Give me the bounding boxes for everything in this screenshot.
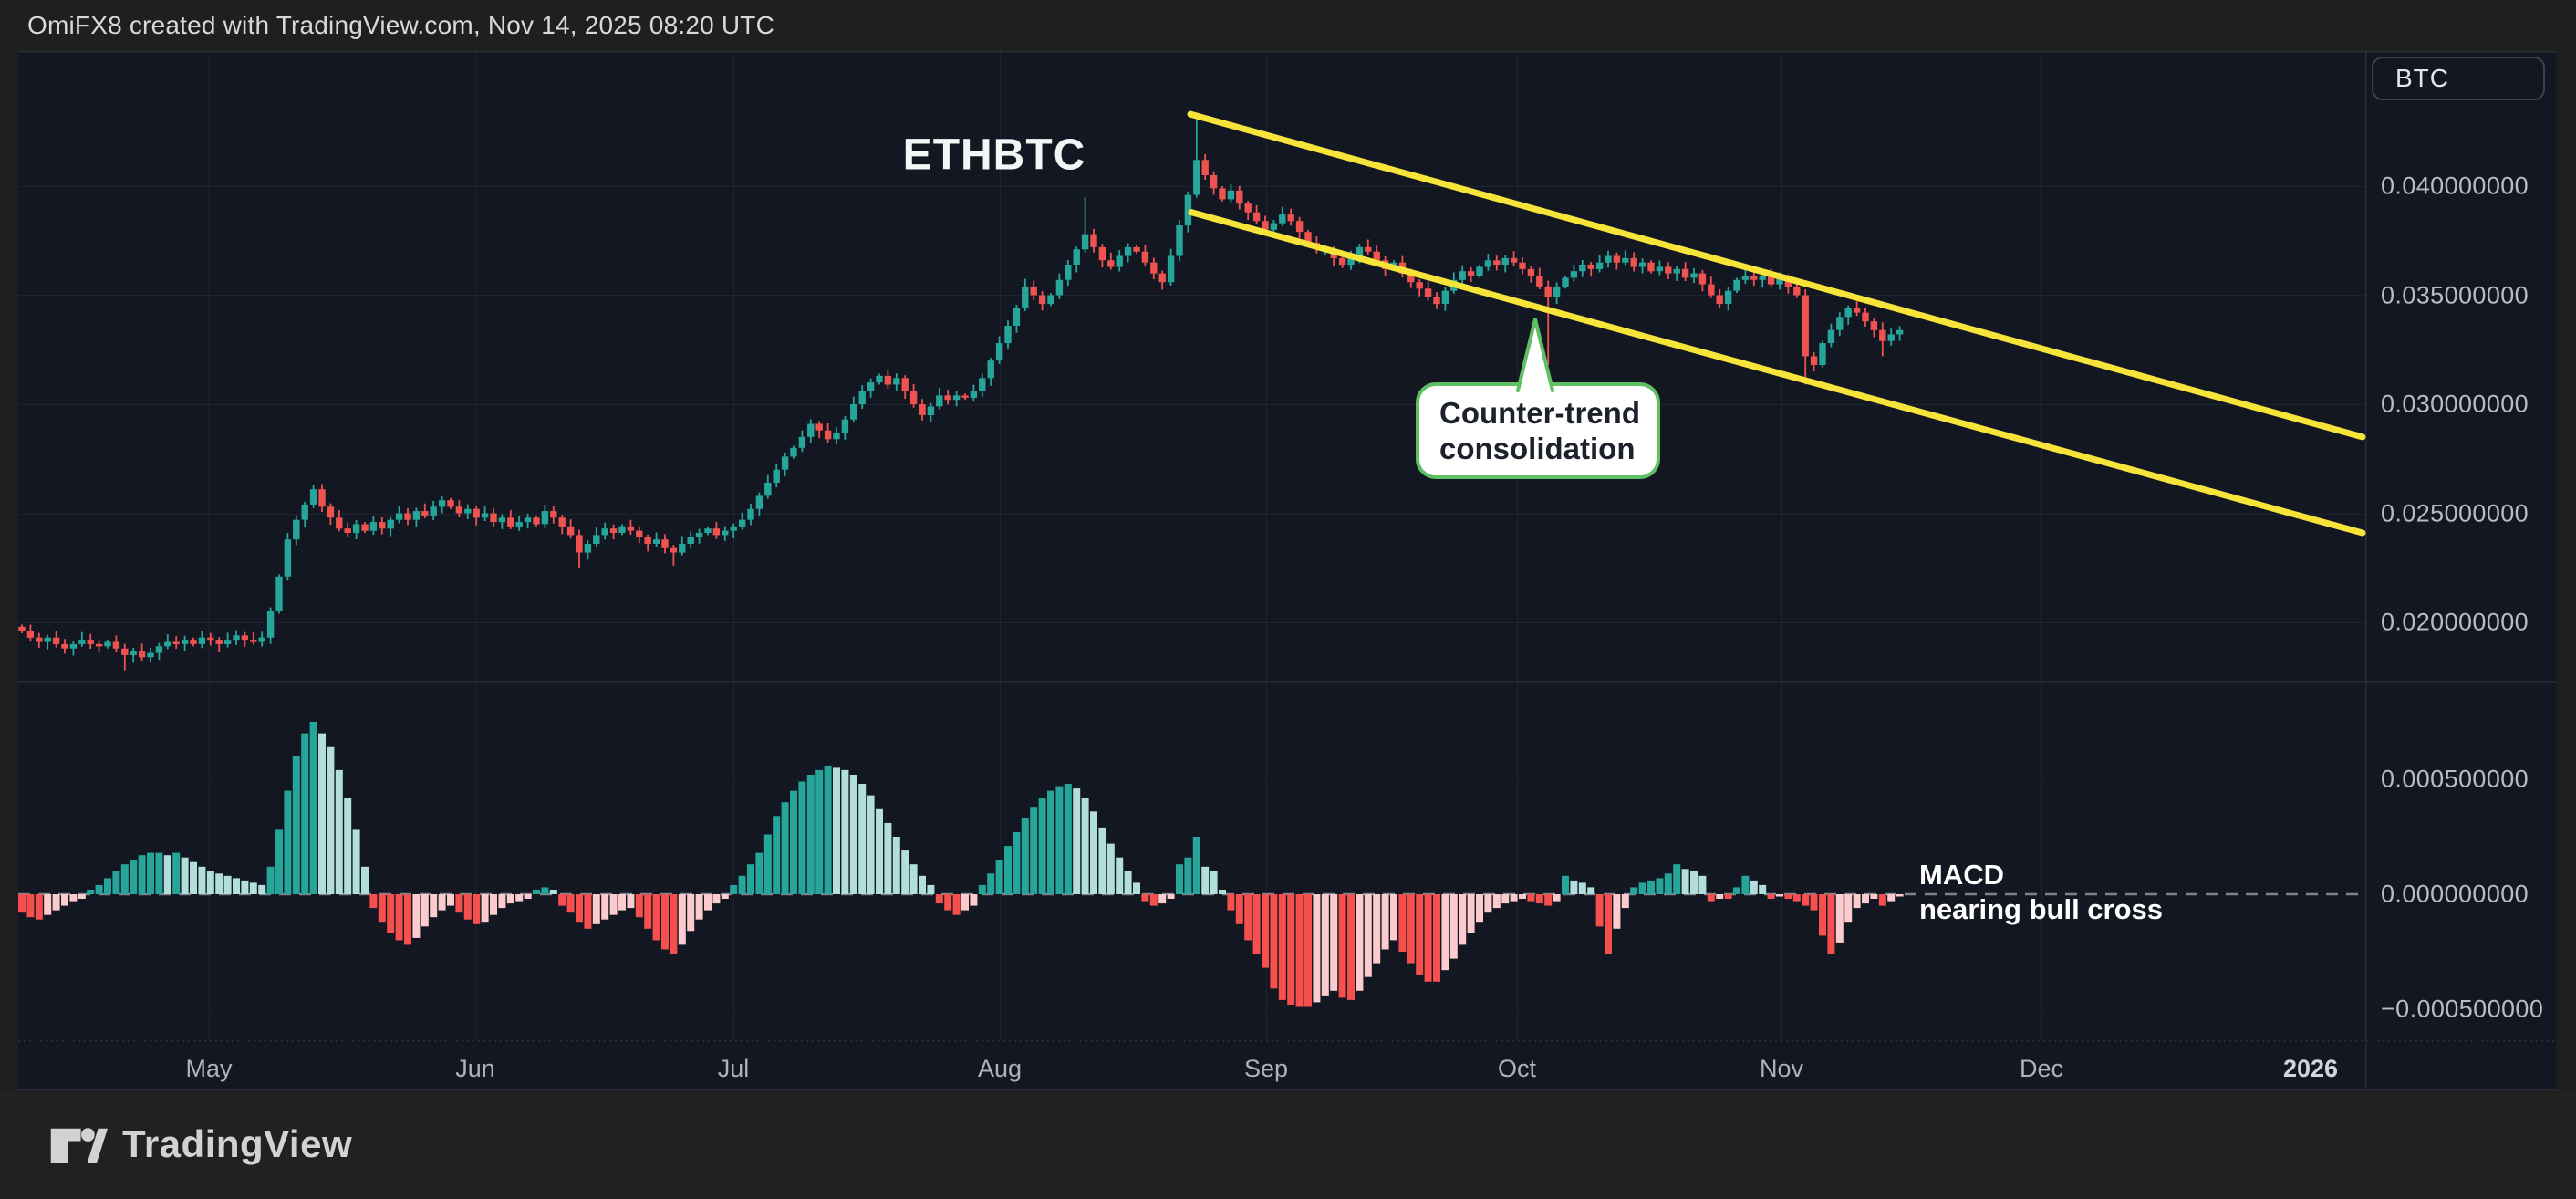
tradingview-logo-icon <box>50 1128 108 1163</box>
pane-borders <box>18 51 2556 1090</box>
callout-annotation[interactable]: Counter-trend consolidation <box>1416 382 1660 479</box>
chart-canvas[interactable] <box>18 51 2556 1090</box>
trend-channel[interactable] <box>1187 110 2366 537</box>
attribution-text: OmiFX8 created with TradingView.com, Nov… <box>27 11 775 39</box>
tradingview-brand[interactable]: TradingView <box>0 1121 352 1168</box>
macd-histogram <box>18 722 1904 1007</box>
tradingview-wordmark: TradingView <box>122 1122 353 1165</box>
footer-bar: TradingView <box>0 1090 2576 1199</box>
callout-line2: consolidation <box>1439 432 1636 465</box>
candlesticks <box>18 114 1904 671</box>
grid <box>18 51 2365 1040</box>
callout-line1: Counter-trend <box>1439 396 1640 430</box>
currency-unit-label: BTC <box>2395 64 2449 92</box>
currency-unit-chip[interactable]: BTC <box>2372 57 2545 100</box>
attribution-bar: OmiFX8 created with TradingView.com, Nov… <box>0 0 2576 51</box>
chart-area: ETHBTC BTC 0.040000000 0.035000000 0.03000… <box>18 51 2556 1090</box>
